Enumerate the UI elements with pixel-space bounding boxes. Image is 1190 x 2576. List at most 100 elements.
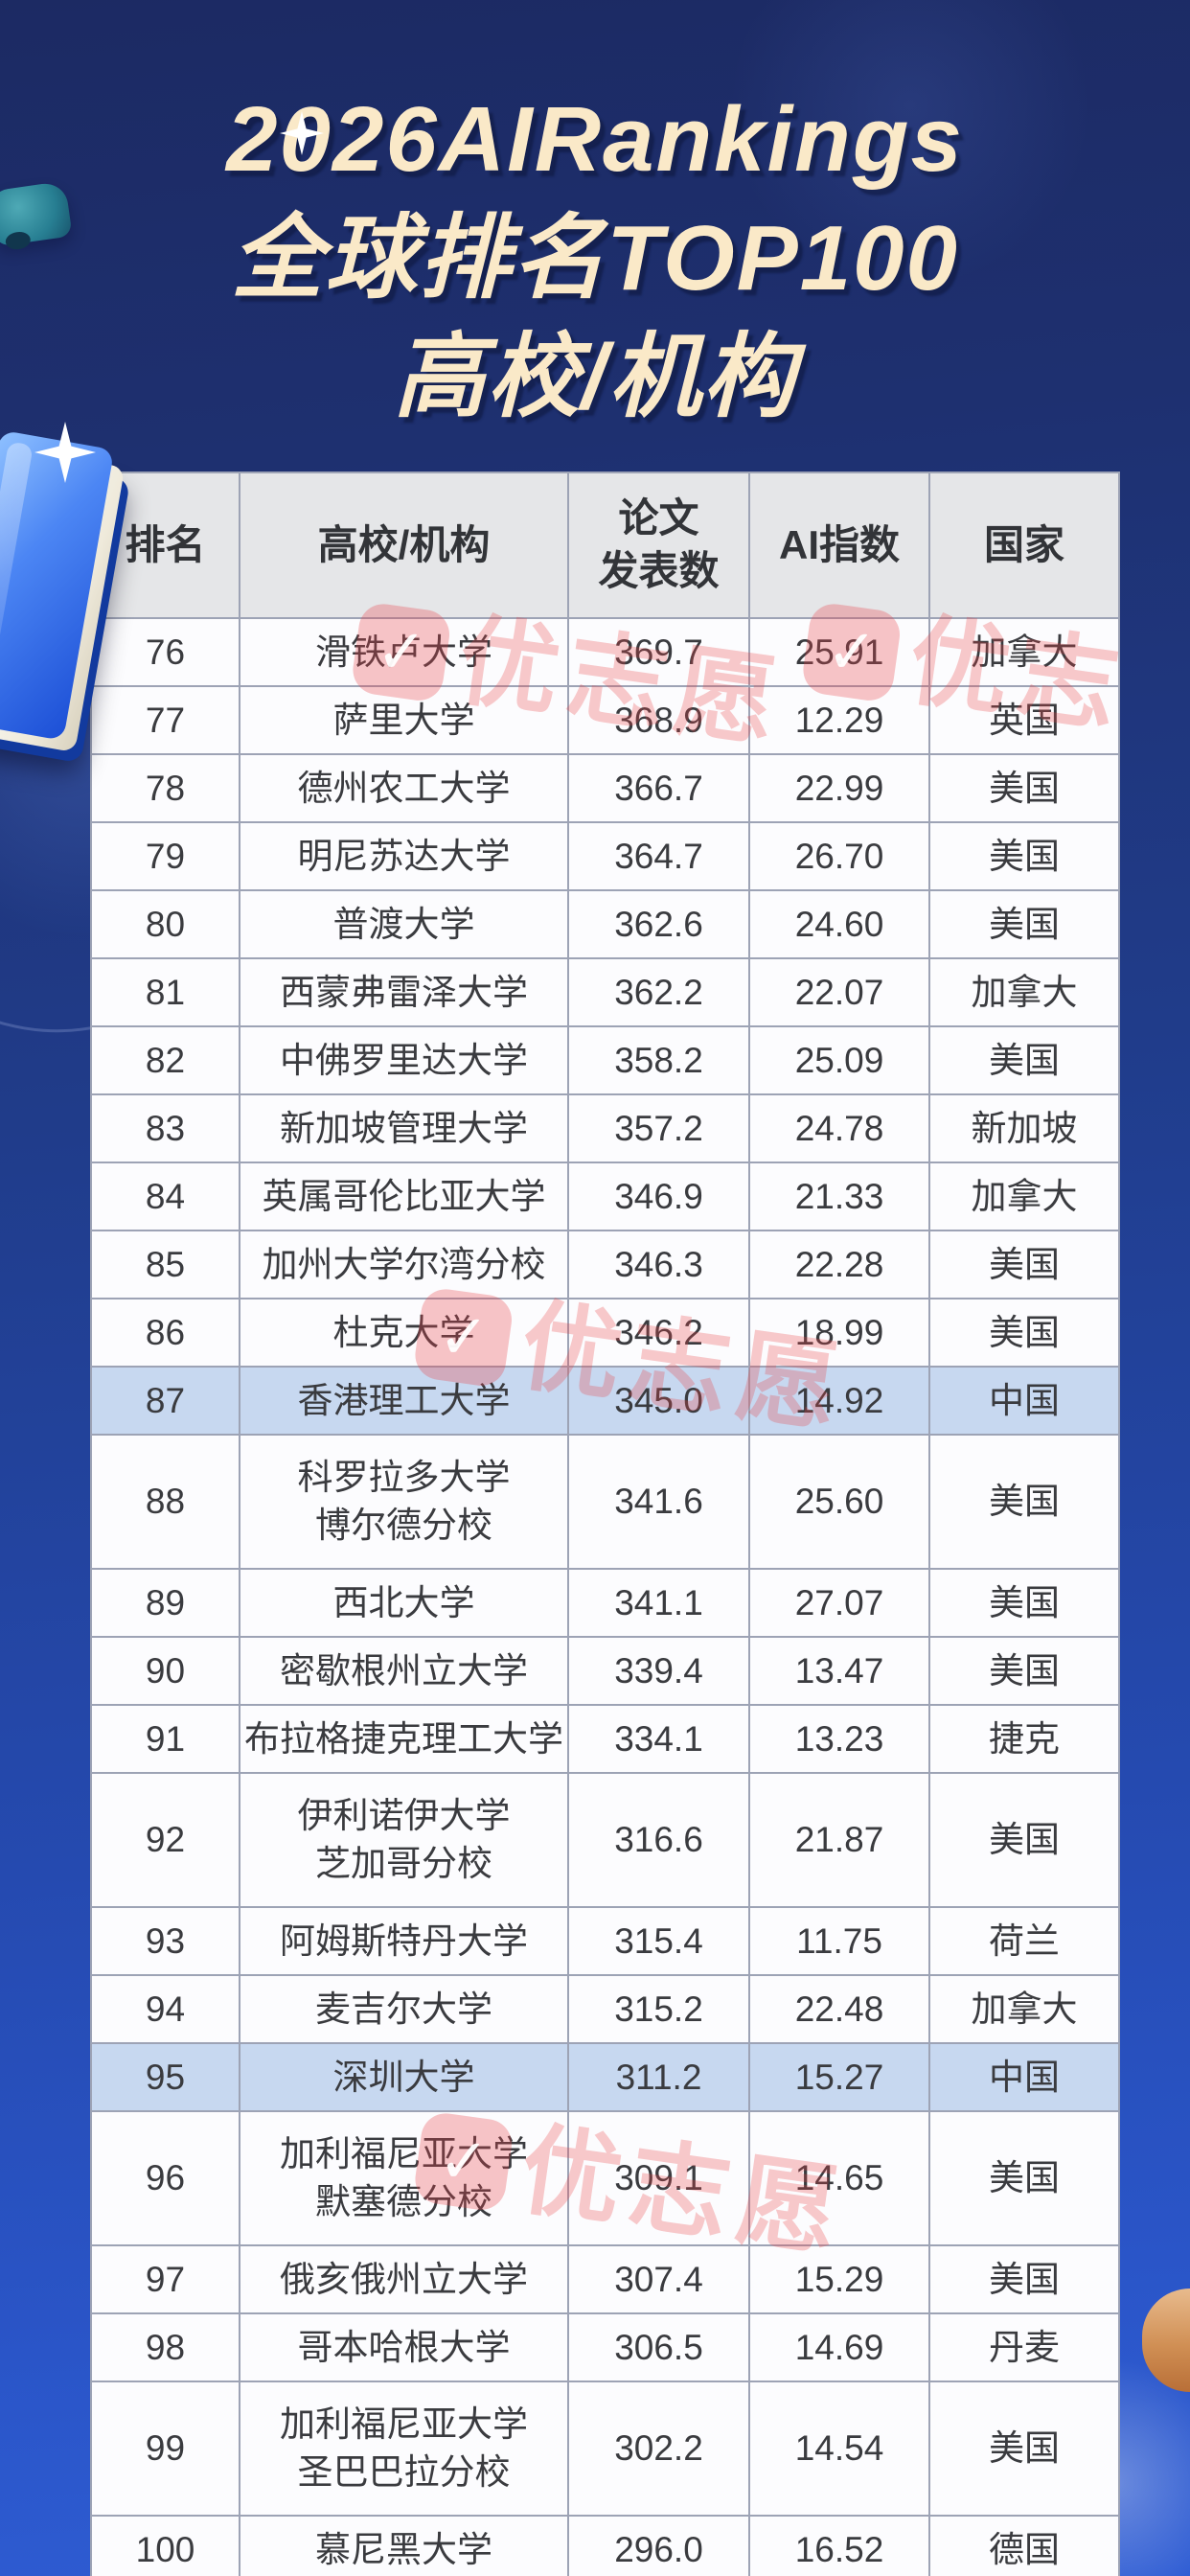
papers-cell: 334.1	[567, 1704, 750, 1774]
country-cell: 美国	[928, 1298, 1120, 1368]
papers-cell: 345.0	[567, 1366, 750, 1436]
papers-cell: 296.0	[567, 2515, 750, 2576]
name-cell: 俄亥俄州立大学	[239, 2244, 569, 2314]
column-header: 排名	[90, 472, 240, 619]
country-cell: 美国	[928, 1025, 1120, 1095]
papers-cell: 316.6	[567, 1772, 750, 1908]
rank-cell: 92	[90, 1772, 240, 1908]
papers-cell: 311.2	[567, 2042, 750, 2112]
table-row: 76 滑铁卢大学 369.7 25.91 加拿大	[90, 617, 1120, 687]
country-cell: 美国	[928, 1568, 1120, 1638]
papers-cell: 315.4	[567, 1906, 750, 1976]
table-row: 87 香港理工大学 345.0 14.92 中国	[90, 1366, 1120, 1436]
papers-cell: 346.2	[567, 1298, 750, 1368]
column-header: 论文 发表数	[567, 472, 750, 619]
header-row: 排名 高校/机构 论文 发表数 AI指数 国家	[90, 472, 1120, 619]
table-row: 86 杜克大学 346.2 18.99 美国	[90, 1298, 1120, 1368]
name-cell: 新加坡管理大学	[239, 1093, 569, 1163]
country-cell: 丹麦	[928, 2312, 1120, 2382]
name-cell: 慕尼黑大学	[239, 2515, 569, 2576]
country-cell: 荷兰	[928, 1906, 1120, 1976]
country-cell: 加拿大	[928, 1162, 1120, 1231]
papers-cell: 362.2	[567, 957, 750, 1027]
name-cell: 加利福尼亚大学 默塞德分校	[239, 2110, 569, 2246]
country-cell: 美国	[928, 889, 1120, 959]
name-cell: 德州农工大学	[239, 753, 569, 823]
country-cell: 加拿大	[928, 1974, 1120, 2044]
name-cell: 深圳大学	[239, 2042, 569, 2112]
name-cell: 加州大学尔湾分校	[239, 1230, 569, 1300]
country-cell: 中国	[928, 2042, 1120, 2112]
table-row: 77 萨里大学 368.9 12.29 英国	[90, 685, 1120, 755]
ai-index-cell: 24.78	[748, 1093, 930, 1163]
rank-cell: 96	[90, 2110, 240, 2246]
papers-cell: 302.2	[567, 2380, 750, 2517]
ai-index-cell: 21.87	[748, 1772, 930, 1908]
country-cell: 美国	[928, 2110, 1120, 2246]
ai-index-cell: 22.99	[748, 753, 930, 823]
title-line-2: 全球排名TOP100	[231, 207, 959, 310]
name-cell: 麦吉尔大学	[239, 1974, 569, 2044]
name-cell: 西北大学	[239, 1568, 569, 1638]
ai-index-cell: 14.65	[748, 2110, 930, 2246]
rank-cell: 94	[90, 1974, 240, 2044]
country-cell: 中国	[928, 1366, 1120, 1436]
ai-index-cell: 13.23	[748, 1704, 930, 1774]
country-cell: 美国	[928, 821, 1120, 891]
name-cell: 西蒙弗雷泽大学	[239, 957, 569, 1027]
table-row: 81 西蒙弗雷泽大学 362.2 22.07 加拿大	[90, 957, 1120, 1027]
rank-cell: 88	[90, 1434, 240, 1570]
rank-cell: 82	[90, 1025, 240, 1095]
papers-cell: 366.7	[567, 753, 750, 823]
ai-index-cell: 15.29	[748, 2244, 930, 2314]
rank-cell: 99	[90, 2380, 240, 2517]
rank-cell: 93	[90, 1906, 240, 1976]
table-row: 84 英属哥伦比亚大学 346.9 21.33 加拿大	[90, 1162, 1120, 1231]
rank-cell: 78	[90, 753, 240, 823]
ai-index-cell: 13.47	[748, 1636, 930, 1706]
country-cell: 美国	[928, 1230, 1120, 1300]
country-cell: 美国	[928, 1636, 1120, 1706]
rank-cell: 80	[90, 889, 240, 959]
papers-cell: 346.3	[567, 1230, 750, 1300]
rank-cell: 77	[90, 685, 240, 755]
name-cell: 香港理工大学	[239, 1366, 569, 1436]
title-line-3: 高校/机构	[393, 326, 797, 428]
column-header: 高校/机构	[239, 472, 569, 619]
rank-cell: 85	[90, 1230, 240, 1300]
name-cell: 杜克大学	[239, 1298, 569, 1368]
papers-cell: 341.1	[567, 1568, 750, 1638]
papers-cell: 315.2	[567, 1974, 750, 2044]
papers-cell: 306.5	[567, 2312, 750, 2382]
rank-cell: 83	[90, 1093, 240, 1163]
country-cell: 新加坡	[928, 1093, 1120, 1163]
rank-cell: 87	[90, 1366, 240, 1436]
papers-cell: 357.2	[567, 1093, 750, 1163]
papers-cell: 341.6	[567, 1434, 750, 1570]
ai-index-cell: 14.69	[748, 2312, 930, 2382]
country-cell: 加拿大	[928, 617, 1120, 687]
rank-cell: 81	[90, 957, 240, 1027]
ai-index-cell: 18.99	[748, 1298, 930, 1368]
papers-cell: 309.1	[567, 2110, 750, 2246]
table-row: 80 普渡大学 362.6 24.60 美国	[90, 889, 1120, 959]
country-cell: 美国	[928, 1772, 1120, 1908]
rank-cell: 76	[90, 617, 240, 687]
papers-cell: 369.7	[567, 617, 750, 687]
rank-cell: 100	[90, 2515, 240, 2576]
papers-cell: 339.4	[567, 1636, 750, 1706]
table-row: 79 明尼苏达大学 364.7 26.70 美国	[90, 821, 1120, 891]
ai-index-cell: 24.60	[748, 889, 930, 959]
title-line-1: 2026AIRankings	[226, 88, 964, 191]
table-row: 100 慕尼黑大学 296.0 16.52 德国	[90, 2515, 1120, 2576]
ranking-table: 排名 高校/机构 论文 发表数 AI指数 国家 76 滑铁卢大学 369.7 25.91 加拿大…	[90, 472, 1120, 2576]
table-row: 98 哥本哈根大学 306.5 14.69 丹麦	[90, 2312, 1120, 2382]
column-header: AI指数	[748, 472, 930, 619]
ai-index-cell: 15.27	[748, 2042, 930, 2112]
ai-index-cell: 27.07	[748, 1568, 930, 1638]
ai-index-cell: 12.29	[748, 685, 930, 755]
name-cell: 哥本哈根大学	[239, 2312, 569, 2382]
rank-cell: 84	[90, 1162, 240, 1231]
table-row: 78 德州农工大学 366.7 22.99 美国	[90, 753, 1120, 823]
